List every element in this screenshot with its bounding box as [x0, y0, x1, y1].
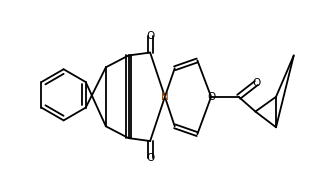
Text: O: O: [207, 92, 215, 102]
Text: N: N: [161, 92, 169, 102]
Text: O: O: [252, 78, 260, 88]
Text: O: O: [146, 153, 154, 163]
Text: O: O: [146, 31, 154, 41]
